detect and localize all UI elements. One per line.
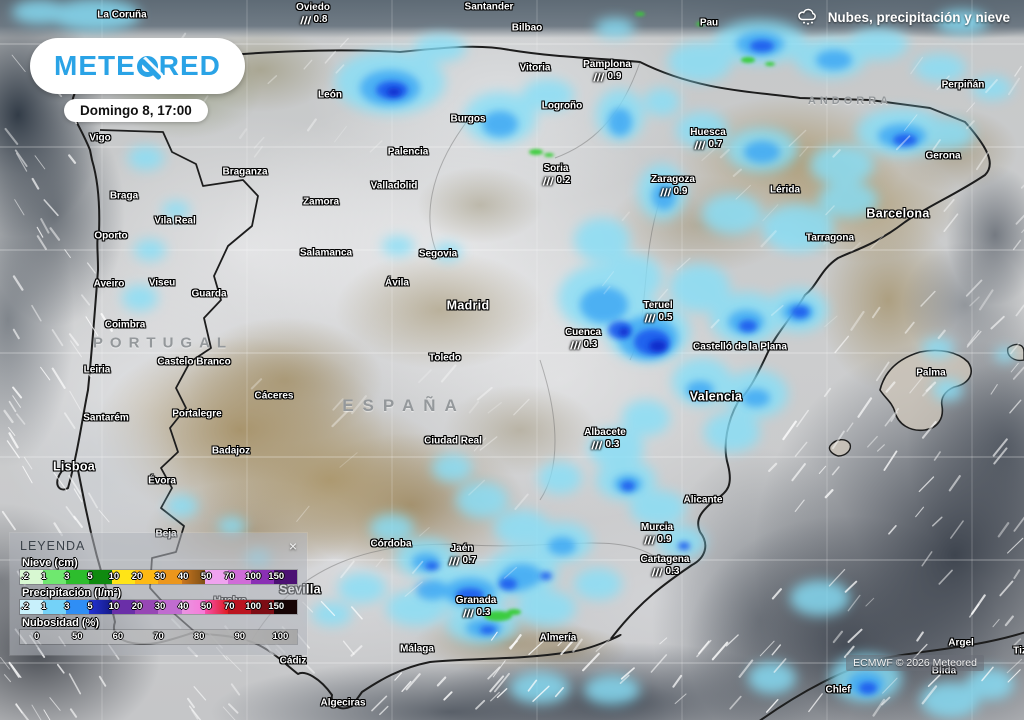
legend-color-segment: 3 [64, 570, 90, 584]
legend-tick: 3 [64, 601, 70, 612]
map-layer-title-text: Nubes, precipitación y nieve [827, 9, 1010, 25]
legend-color-segment: 150 [268, 570, 297, 584]
cloud-precipitation-icon [797, 8, 816, 25]
legend-tick: 5 [87, 601, 93, 612]
legend-tick: 40 [177, 571, 189, 582]
legend-scale-snow: Nieve (cm) .2 1 3 5 10 20 30 40 50 70 100 150 [20, 557, 297, 584]
legend-tick: 10 [108, 601, 120, 612]
legend-tick: 30 [154, 601, 166, 612]
legend-tick: 60 [112, 631, 124, 642]
legend-color-segment: 150 [268, 600, 297, 614]
meteored-logo-o-icon [136, 55, 158, 77]
legend-tick: 70 [224, 601, 235, 612]
meteored-logo-text: METE RED [54, 50, 221, 81]
legend-tick: 3 [64, 571, 70, 582]
legend-scale-cloud: Nubosidad (%) 0 50 60 70 80 90 100 [20, 617, 297, 644]
legend-tick: 1 [41, 601, 47, 612]
legend-scales: Nieve (cm) .2 1 3 5 10 20 30 40 50 70 100 150 Precipi… [20, 557, 297, 644]
legend-color-segment: .2 [20, 600, 44, 614]
legend-close-icon[interactable]: × [288, 538, 297, 554]
legend-tick: 50 [71, 631, 83, 642]
legend-colorbar: 0 50 60 70 80 90 100 [20, 630, 297, 644]
legend-tick: 50 [200, 571, 212, 582]
legend-scale-label: Nubosidad (%) [22, 617, 99, 629]
legend-color-segment: 1 [41, 600, 67, 614]
legend-tick: 100 [245, 601, 262, 612]
legend-colorbar: .2 1 3 5 10 20 30 40 50 70 100 150 [20, 600, 297, 614]
legend-tick: 70 [153, 631, 164, 642]
legend-tick: 50 [200, 601, 212, 612]
legend-tick: .2 [21, 601, 29, 612]
map-layer-title: Nubes, precipitación y nieve [796, 8, 1010, 26]
legend-tick: 90 [234, 631, 246, 642]
legend-color-segment: 3 [64, 600, 90, 614]
datetime-label: Domingo 8, 17:00 [64, 99, 208, 122]
legend-tick: 10 [108, 571, 120, 582]
legend-tick: 80 [193, 631, 205, 642]
legend-color-segment: 1 [41, 570, 67, 584]
legend-tick: 100 [272, 631, 289, 642]
legend-tick: 70 [224, 571, 235, 582]
legend-colorbar: .2 1 3 5 10 20 30 40 50 70 100 150 [20, 570, 297, 584]
legend-tick: 30 [154, 571, 166, 582]
legend-tick: 40 [177, 601, 189, 612]
meteored-logo: METE RED [30, 38, 245, 94]
legend-scale-precip: Precipitación (l/m²) .2 1 3 5 10 20 30 40 50 70 100… [20, 587, 297, 614]
legend-tick: 20 [131, 601, 143, 612]
attribution-label: ECMWF © 2026 Meteored [846, 655, 984, 671]
legend-scale-label: Nieve (cm) [22, 557, 78, 569]
legend-tick: 1 [41, 571, 47, 582]
legend-scale-label: Precipitación (l/m²) [22, 587, 122, 599]
legend-panel: LEYENDA × Nieve (cm) .2 1 3 5 10 20 30 40 50 70 100… [10, 533, 307, 655]
legend-tick: 150 [268, 571, 285, 582]
legend-tick: 100 [245, 571, 262, 582]
legend-tick: 0 [33, 631, 40, 642]
legend-tick: 20 [131, 571, 143, 582]
legend-tick: 5 [87, 571, 93, 582]
legend-tick: .2 [21, 571, 29, 582]
legend-title: LEYENDA [20, 539, 86, 553]
legend-color-segment: .2 [20, 570, 44, 584]
legend-tick: 150 [268, 601, 285, 612]
